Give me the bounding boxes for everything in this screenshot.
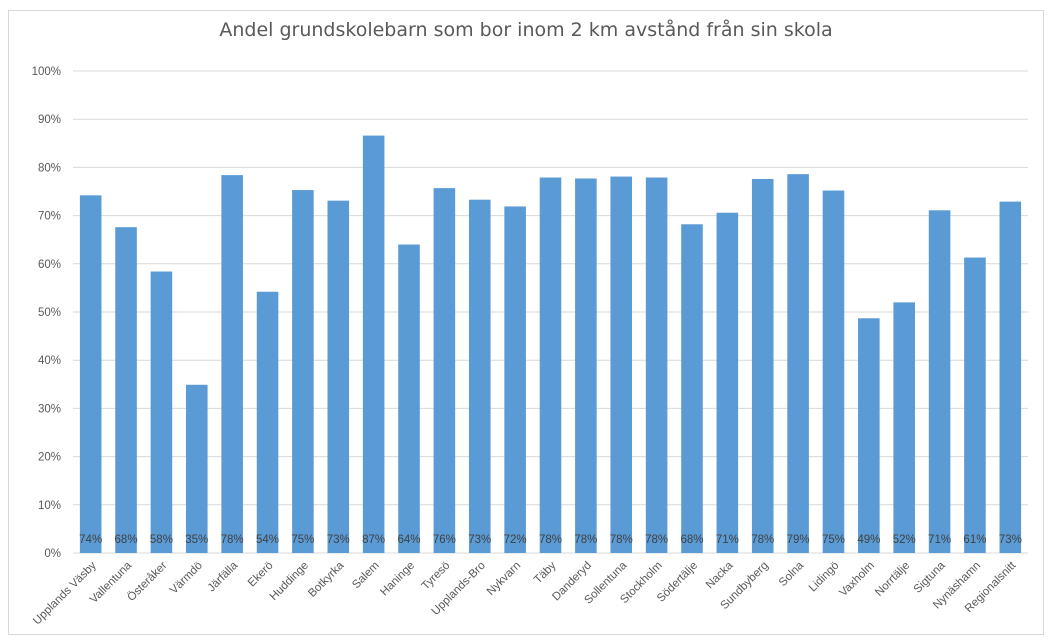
y-tick-label: 40% <box>38 355 61 367</box>
bar <box>645 177 668 553</box>
data-labels: 74% 68% 58% 35% 78% 54% 75% 73% 87% 64% 76% 73% 72% 7… <box>79 534 1022 546</box>
data-label: 73% <box>999 534 1022 546</box>
bar <box>292 190 314 553</box>
bar <box>681 224 703 553</box>
chart-title: Andel grundskolebarn som bor inom 2 km a… <box>219 19 833 41</box>
data-label: 79% <box>787 534 810 546</box>
data-label: 35% <box>185 534 208 546</box>
x-category-label: Nykvarn <box>485 560 523 598</box>
x-category-label: Botkyrka <box>306 559 347 600</box>
y-axis-tick-labels: 0% 10% 20% 30% 40% 50% 60% 70% 80% 90% 100% <box>32 66 61 560</box>
data-label: 87% <box>362 534 385 546</box>
bar <box>468 199 491 553</box>
bar <box>787 174 809 553</box>
data-label: 52% <box>893 534 916 546</box>
y-tick-label: 70% <box>38 211 61 223</box>
data-label: 73% <box>327 534 350 546</box>
data-label: 78% <box>751 534 774 546</box>
bar <box>822 190 845 553</box>
data-label: 78% <box>221 534 244 546</box>
bar <box>362 135 385 553</box>
bar <box>221 175 243 553</box>
data-label: 49% <box>857 534 880 546</box>
data-label: 75% <box>822 534 845 546</box>
data-label: 72% <box>504 534 527 546</box>
bar <box>751 178 774 553</box>
bar <box>327 200 350 553</box>
bar <box>150 271 173 553</box>
bar <box>858 318 880 553</box>
bar <box>575 178 597 553</box>
bar <box>893 302 915 553</box>
data-label: 54% <box>256 534 279 546</box>
x-category-label: Solna <box>777 559 807 589</box>
y-tick-label: 50% <box>38 307 61 319</box>
data-label: 78% <box>574 534 597 546</box>
y-tick-label: 30% <box>38 403 61 415</box>
y-tick-label: 20% <box>38 452 61 464</box>
x-category-label: Lidingö <box>807 560 842 595</box>
y-tick-label: 0% <box>44 548 61 560</box>
x-category-label: Ekerö <box>246 560 276 590</box>
x-category-label: Tyresö <box>420 560 453 593</box>
data-label: 71% <box>716 534 739 546</box>
bars <box>79 135 1022 554</box>
x-category-label: Norrtälje <box>873 560 912 599</box>
bar <box>539 177 562 553</box>
bar <box>433 188 456 553</box>
data-label: 74% <box>79 534 102 546</box>
bar <box>610 176 633 554</box>
data-label: 78% <box>645 534 668 546</box>
data-label: 78% <box>539 534 562 546</box>
data-label: 64% <box>398 534 421 546</box>
y-tick-label: 90% <box>38 114 61 126</box>
y-tick-label: 10% <box>38 500 61 512</box>
bar <box>186 384 208 553</box>
x-category-label: Huddinge <box>268 560 311 603</box>
y-tick-label: 80% <box>38 162 61 174</box>
data-label: 61% <box>963 534 986 546</box>
y-tick-label: 100% <box>32 66 61 78</box>
bar <box>999 201 1022 553</box>
x-category-label: Vaxholm <box>837 560 877 600</box>
x-category-label: Järfälla <box>206 559 241 594</box>
bar <box>398 244 420 553</box>
data-label: 68% <box>115 534 138 546</box>
x-category-label: Värmdö <box>168 560 205 597</box>
data-label: 75% <box>291 534 314 546</box>
x-category-label: Täby <box>532 559 559 586</box>
bar <box>115 227 137 553</box>
bar <box>504 206 526 553</box>
data-label: 68% <box>680 534 703 546</box>
y-tick-label: 60% <box>38 259 61 271</box>
bar <box>79 195 102 553</box>
bar <box>716 212 739 553</box>
x-category-label: Haninge <box>378 560 417 599</box>
data-label: 78% <box>610 534 633 546</box>
x-category-label: Nacka <box>704 559 736 591</box>
bar <box>928 210 951 553</box>
bar <box>964 257 986 553</box>
data-label: 76% <box>433 534 456 546</box>
data-label: 58% <box>150 534 173 546</box>
bar <box>256 291 279 553</box>
x-category-label: Salem <box>350 560 382 592</box>
x-category-label: Upplands Väsby <box>31 559 99 627</box>
data-label: 71% <box>928 534 951 546</box>
data-label: 73% <box>468 534 491 546</box>
